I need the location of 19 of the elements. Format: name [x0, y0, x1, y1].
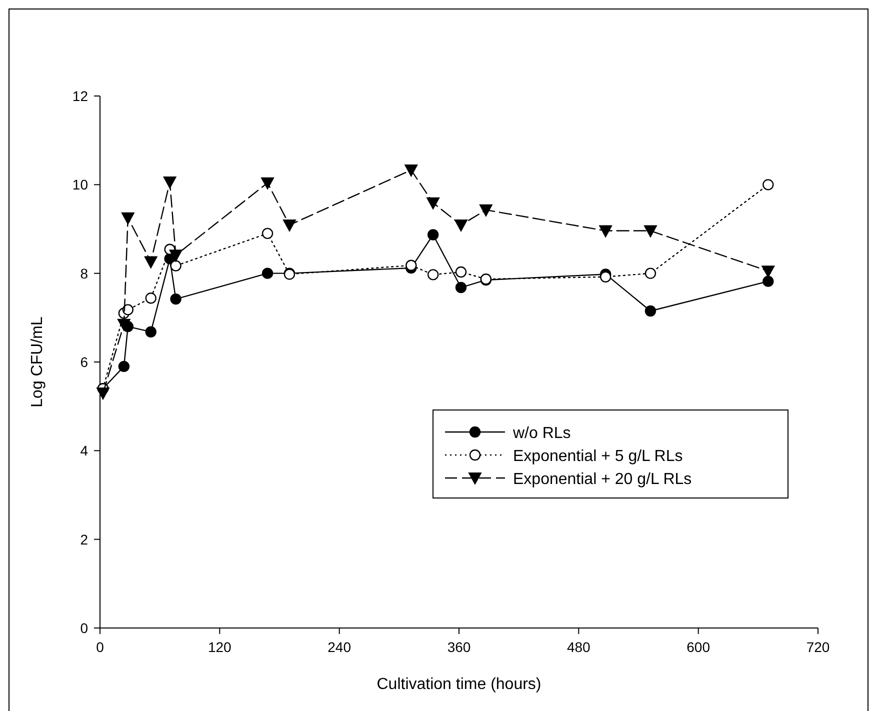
- y-tick-label: 0: [80, 620, 88, 636]
- y-tick-label: 10: [72, 176, 88, 193]
- x-tick-label: 480: [566, 639, 591, 655]
- x-tick-label: 120: [208, 639, 232, 655]
- x-axis-title: Cultivation time (hours): [376, 676, 542, 693]
- legend-label: Exponential + 20 g/L RLs: [513, 471, 692, 488]
- y-tick-label: 8: [80, 265, 88, 282]
- y-tick-label: 12: [72, 88, 88, 104]
- x-tick-label: 240: [328, 639, 352, 655]
- y-axis-title: Log CFU/mL: [29, 316, 46, 408]
- y-tick-label: 6: [80, 354, 88, 370]
- y-tick-label: 2: [80, 531, 88, 548]
- x-tick-label: 360: [447, 639, 471, 655]
- legend-label: w/o RLs: [512, 425, 571, 442]
- x-tick-label: 0: [96, 639, 104, 655]
- legend-label: Exponential + 5 g/L RLs: [513, 448, 683, 465]
- x-tick-label: 720: [806, 639, 830, 655]
- x-tick-label: 600: [686, 639, 710, 655]
- y-tick-label: 4: [80, 442, 88, 459]
